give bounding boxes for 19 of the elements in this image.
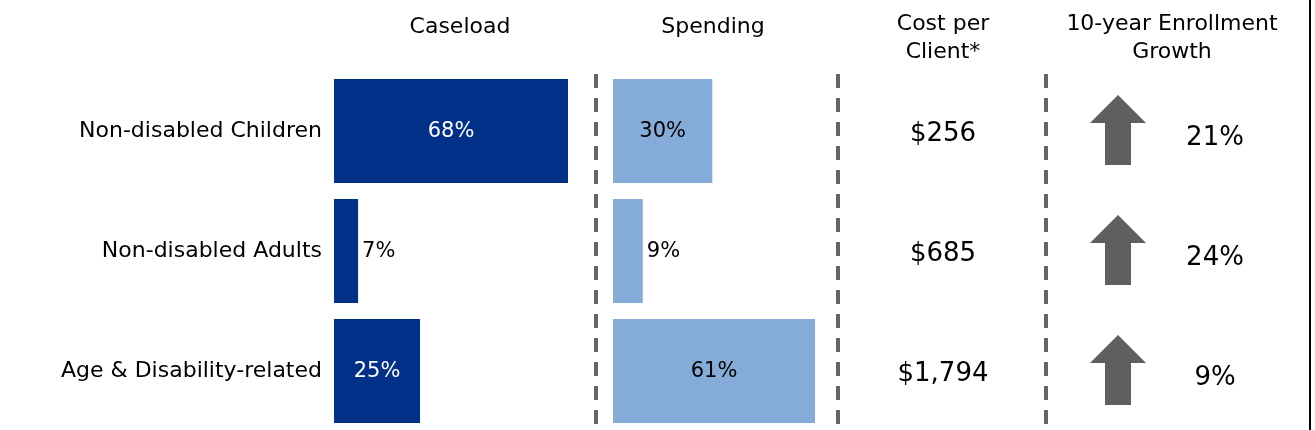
data-label: 68% [427,118,475,142]
y-tick-label: Non-disabled Children [79,117,322,142]
data-label: 21% [1186,120,1244,151]
data-label: 25% [353,358,401,382]
text: 10-year Enrollment Growth [1066,10,1278,63]
data-label: 30% [639,118,687,142]
y-tick-label: Age & Disability-related [60,357,322,382]
data-label: 61% [690,358,738,382]
chart-title: Spending [661,13,765,38]
y-tick-label: Non-disabled Adults [101,237,322,262]
data-label: $256 [909,116,977,147]
data-label: $1,794 [897,356,989,387]
data-label: 9% [1194,360,1236,391]
chart-title: Caseload [409,13,511,38]
data-label: $685 [909,236,977,267]
data-label: 24% [1186,240,1244,271]
text: Cost per Client* [896,10,991,63]
data-label: 7% [362,238,396,262]
data-label: 9% [646,238,681,262]
